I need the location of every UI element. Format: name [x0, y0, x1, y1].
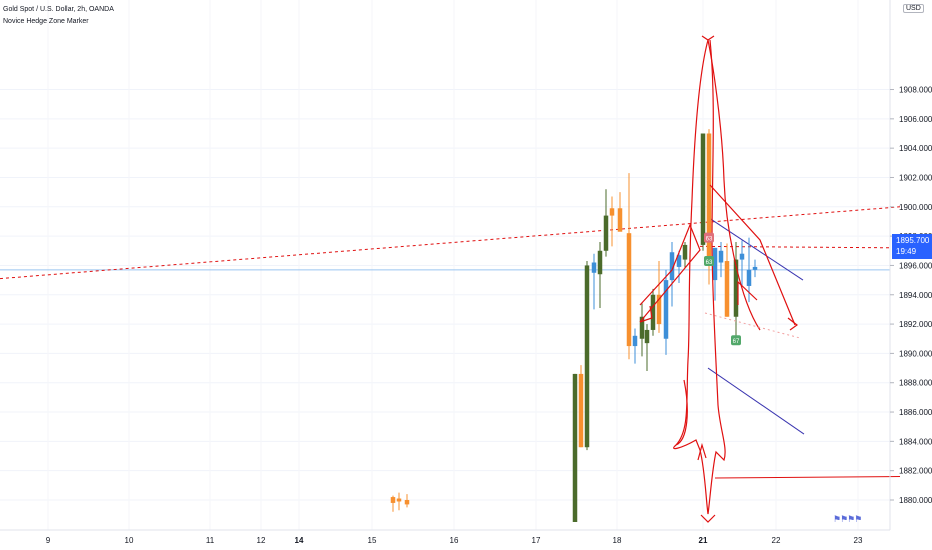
zone-marker: [731, 335, 741, 346]
y-tick-label: 1904.000: [899, 144, 932, 153]
candle-body: [584, 265, 590, 448]
y-tick-label: 1880.000: [899, 496, 932, 505]
x-tick-label: 23: [854, 536, 863, 545]
grid: [0, 89, 890, 501]
candle-body: [396, 498, 402, 502]
trendlines[interactable]: [0, 206, 901, 479]
candle-body: [404, 500, 410, 505]
candle-body: [644, 329, 650, 344]
candle-body: [572, 373, 578, 522]
trendline: [0, 206, 901, 280]
y-tick-label: 1884.000: [899, 437, 932, 446]
x-tick-label: 9: [46, 536, 51, 545]
hand-drawn-stroke: [787, 317, 799, 331]
y-tick-label: 1902.000: [899, 173, 932, 182]
trendline: [707, 367, 805, 435]
zone-marker-label: 63: [706, 237, 713, 243]
candle-body: [718, 250, 724, 263]
x-tick-label: 16: [450, 536, 459, 545]
hand-drawn-stroke: [639, 305, 653, 323]
zone-markers: 63 63 67: [704, 232, 741, 346]
x-tick-label: 12: [257, 536, 266, 545]
price-axis[interactable]: 1880.000 1882.000 1884.000 1886.000 1888.000…: [890, 86, 932, 505]
symbol-title: Gold Spot / U.S. Dollar, 2h, OANDA: [3, 6, 114, 13]
x-tick-label: 11: [206, 536, 215, 545]
last-price-tag: 1895.700 19:49: [892, 234, 932, 259]
candle-body: [390, 497, 396, 503]
y-tick-label: 1906.000: [899, 115, 932, 124]
x-tick-label: 22: [772, 536, 781, 545]
event-flags-icon[interactable]: ⚑⚑⚑⚑: [833, 514, 862, 524]
candle-body: [700, 133, 706, 245]
candle-body: [591, 262, 597, 273]
candle-body: [609, 208, 615, 216]
y-tick-label: 1892.000: [899, 320, 932, 329]
candle-body: [639, 316, 645, 339]
indicator-label[interactable]: Novice Hedge Zone Marker: [3, 18, 89, 25]
currency-button[interactable]: USD: [903, 4, 924, 13]
trendline: [709, 218, 804, 281]
y-tick-label: 1890.000: [899, 349, 932, 358]
candle-body: [676, 255, 682, 267]
candle-body: [712, 247, 718, 281]
candle-body: [603, 215, 609, 251]
hand-drawn-stroke: [709, 184, 796, 326]
hand-drawn-stroke: [675, 379, 688, 446]
candle-body: [752, 266, 758, 270]
x-tick-label: 17: [532, 536, 541, 545]
candle-body: [597, 250, 603, 275]
x-tick-label: 21: [699, 536, 708, 545]
trendline: [714, 476, 901, 479]
projection-line: [704, 312, 801, 339]
last-price-value: 1895.700: [896, 236, 930, 245]
hand-drawn-stroke: [737, 280, 758, 305]
hand-drawn-stroke: [639, 223, 701, 323]
x-tick-label: 10: [125, 536, 134, 545]
candle-body: [656, 294, 662, 325]
candle-body: [663, 280, 669, 339]
zone-marker-label: 67: [733, 339, 740, 345]
x-tick-label: 15: [368, 536, 377, 545]
zone-marker-label: 63: [706, 260, 713, 266]
bar-countdown: 19:49: [896, 247, 917, 256]
hand-drawn-stroke: [697, 442, 707, 461]
candles: [390, 129, 758, 522]
y-tick-label: 1888.000: [899, 379, 932, 388]
candle-body: [739, 253, 745, 260]
candle-body: [746, 269, 752, 286]
candle-body: [617, 208, 623, 232]
candle-body: [626, 233, 632, 347]
candle-body: [682, 244, 688, 260]
candle-body: [724, 261, 730, 317]
hand-drawn-stroke: [707, 39, 761, 331]
candle-body: [669, 252, 675, 281]
candle-body: [733, 259, 739, 317]
x-tick-label: 14: [295, 536, 304, 545]
y-tick-label: 1882.000: [899, 467, 932, 476]
zone-marker: [704, 256, 714, 267]
x-tick-label: 18: [613, 536, 622, 545]
y-tick-label: 1896.000: [899, 261, 932, 270]
candle-body: [706, 133, 712, 266]
y-tick-label: 1886.000: [899, 408, 932, 417]
zone-marker: [704, 232, 714, 243]
candle-body: [632, 335, 638, 347]
y-tick-label: 1908.000: [899, 86, 932, 95]
candle-body: [578, 373, 584, 448]
candle-body: [650, 294, 656, 330]
y-tick-label: 1894.000: [899, 291, 932, 300]
hand-drawn-stroke: [700, 514, 716, 523]
time-axis[interactable]: 9 10 11 12 14 15 16 17 18 21 22 23: [46, 536, 863, 545]
y-tick-label: 1900.000: [899, 203, 932, 212]
